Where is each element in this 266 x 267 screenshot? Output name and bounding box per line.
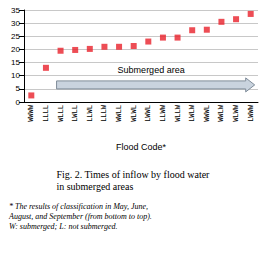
svg-text:WWLL: WWLL [115,105,123,122]
svg-text:LLWL: LLWL [86,105,94,122]
svg-text:LWLW: LWLW [188,104,196,122]
svg-text:WWLW: WWLW [217,104,225,122]
svg-text:W: submerged; L: not submerged: W: submerged; L: not submerged. [9,222,117,231]
svg-text:Fig. 2. Times of inflow by flo: Fig. 2. Times of inflow by flood water [56,169,210,180]
svg-text:in submerged areas: in submerged areas [56,181,133,192]
svg-text:WWWW: WWWW [27,104,35,122]
svg-text:WWWL: WWWL [203,105,211,122]
svg-text:WLWL: WLWL [130,105,138,122]
svg-text:LLLL: LLLL [42,105,50,122]
svg-text:* The results of classificatio: * The results of classification in May, … [9,202,148,211]
svg-text:30: 30 [11,19,20,28]
svg-text:5: 5 [16,84,21,93]
svg-text:15: 15 [11,58,20,67]
svg-text:LWLL: LWLL [71,105,79,122]
svg-text:20: 20 [11,45,20,54]
svg-text:LLLW: LLLW [100,104,108,122]
svg-text:WLLL: WLLL [57,105,65,122]
svg-text:10: 10 [11,71,20,80]
svg-text:WLWW: WLWW [232,104,240,122]
svg-text:LLWW: LLWW [159,104,167,122]
svg-text:WLLW: WLLW [174,104,182,122]
svg-text:Flood Code*: Flood Code* [116,142,167,152]
svg-text:0: 0 [16,98,21,107]
svg-text:LWWW: LWWW [247,104,255,122]
svg-text:25: 25 [11,32,20,41]
svg-text:LWWL: LWWL [144,105,152,122]
svg-text:Submerged area: Submerged area [118,65,185,75]
svg-text:35: 35 [11,6,20,15]
svg-text:August, and September (from bo: August, and September (from bottom to to… [8,212,152,221]
